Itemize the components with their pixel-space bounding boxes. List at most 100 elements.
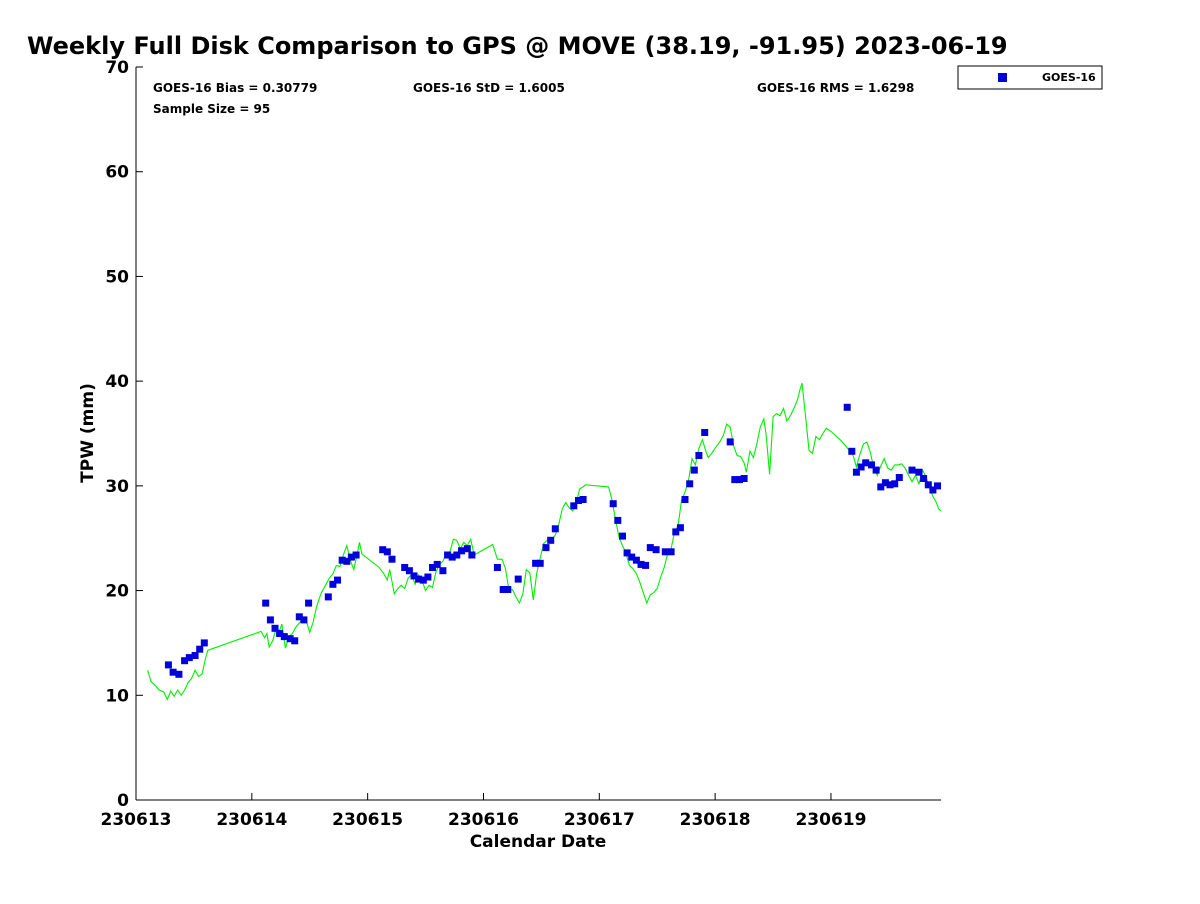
goes16-point (877, 483, 885, 491)
goes16-point (444, 551, 452, 559)
goes16-point (868, 461, 875, 469)
goes16-point (619, 532, 626, 540)
goes16-point (453, 551, 461, 559)
goes16-point (280, 633, 288, 641)
goes16-point (857, 463, 865, 471)
goes16-point (286, 635, 294, 643)
goes16-point (547, 536, 555, 544)
x-tick-label: 230615 (332, 810, 403, 830)
x-tick-label: 230613 (101, 810, 172, 830)
goes16-point (848, 447, 856, 455)
rms-annotation: GOES-16 RMS = 1.6298 (757, 81, 914, 95)
x-axis-ticks: 230613 230614 230615 230616 230617 230618 2306… (101, 793, 866, 830)
goes16-point (305, 599, 313, 607)
goes16-point (463, 545, 471, 553)
y-axis-label: TPW (mm) (78, 383, 98, 483)
goes16-point (514, 575, 522, 583)
goes16-point (324, 593, 332, 601)
goes16-point (191, 652, 199, 659)
y-tick-label: 70 (105, 58, 129, 78)
goes16-point (924, 481, 932, 489)
goes16-point (843, 403, 851, 411)
goes16-point (852, 468, 860, 476)
goes16-point (388, 555, 396, 563)
goes16-point (891, 480, 899, 488)
goes16-point (347, 553, 355, 561)
legend-marker-goes16 (998, 73, 1007, 82)
y-axis-ticks: 0 10 20 30 40 50 60 70 (105, 58, 143, 811)
goes16-point (690, 466, 698, 474)
y-tick-label: 0 (117, 791, 129, 811)
y-tick-label: 40 (105, 372, 129, 392)
gps-line-series (147, 383, 942, 701)
goes16-point (343, 557, 351, 565)
legend-box (957, 65, 1103, 90)
goes16-point (731, 476, 739, 484)
goes16-point (300, 616, 308, 624)
goes16-point (181, 657, 189, 665)
x-axis-label: Calendar Date (470, 832, 607, 852)
goes16-point (726, 438, 734, 446)
goes16-point (570, 502, 578, 510)
goes16-point (908, 466, 916, 474)
goes16-point (623, 549, 631, 557)
goes16-point (895, 474, 903, 481)
goes16-point (579, 496, 587, 503)
y-tick-label: 30 (105, 477, 129, 497)
goes16-point (676, 524, 684, 532)
x-tick-label: 230614 (216, 810, 287, 830)
std-annotation: GOES-16 StD = 1.6005 (413, 81, 565, 95)
goes16-point (736, 476, 743, 484)
chart-title: Weekly Full Disk Comparison to GPS @ MOV… (27, 32, 1008, 60)
goes16-point-series (164, 403, 941, 678)
goes16-point (439, 567, 447, 575)
goes16-point (200, 639, 208, 647)
goes16-point (740, 475, 748, 482)
goes16-point (276, 630, 284, 637)
goes16-point (379, 546, 387, 554)
bias-annotation: GOES-16 Bias = 0.30779 (153, 81, 317, 95)
goes16-point (686, 480, 694, 488)
goes16-point (661, 548, 669, 556)
goes16-point (405, 567, 413, 575)
goes16-point (164, 661, 172, 669)
goes16-point (266, 616, 274, 624)
goes16-point (504, 586, 512, 593)
goes16-point (169, 668, 177, 676)
goes16-point (646, 544, 654, 552)
goes16-point (185, 654, 193, 662)
goes16-point (872, 466, 880, 474)
sample-size-annotation: Sample Size = 95 (153, 102, 270, 116)
goes16-point (419, 576, 427, 584)
goes16-point (701, 429, 709, 436)
legend: GOES-16 (957, 65, 1103, 90)
goes16-point (532, 559, 540, 567)
goes16-point (667, 548, 675, 556)
goes16-point (415, 575, 423, 583)
goes16-point (383, 548, 391, 556)
goes16-point (681, 496, 689, 503)
goes16-point (338, 556, 346, 564)
goes16-point (929, 486, 937, 494)
goes16-point (614, 516, 622, 524)
goes16-point (429, 564, 436, 571)
goes16-point (401, 564, 409, 571)
x-tick-label: 230616 (448, 810, 519, 830)
y-tick-label: 20 (105, 582, 129, 602)
goes16-point (642, 561, 650, 569)
goes16-point (196, 645, 204, 653)
goes16-point (175, 670, 183, 678)
goes16-point (920, 475, 928, 482)
goes16-point (881, 479, 889, 487)
goes16-point (609, 500, 617, 508)
goes16-point (628, 553, 636, 561)
goes16-point (632, 556, 640, 564)
goes16-point (575, 497, 582, 504)
goes16-point (637, 560, 645, 568)
goes16-point (862, 459, 870, 467)
goes16-point (329, 580, 337, 588)
goes16-point (934, 482, 941, 490)
goes16-point (886, 481, 894, 489)
goes16-point (551, 525, 559, 533)
